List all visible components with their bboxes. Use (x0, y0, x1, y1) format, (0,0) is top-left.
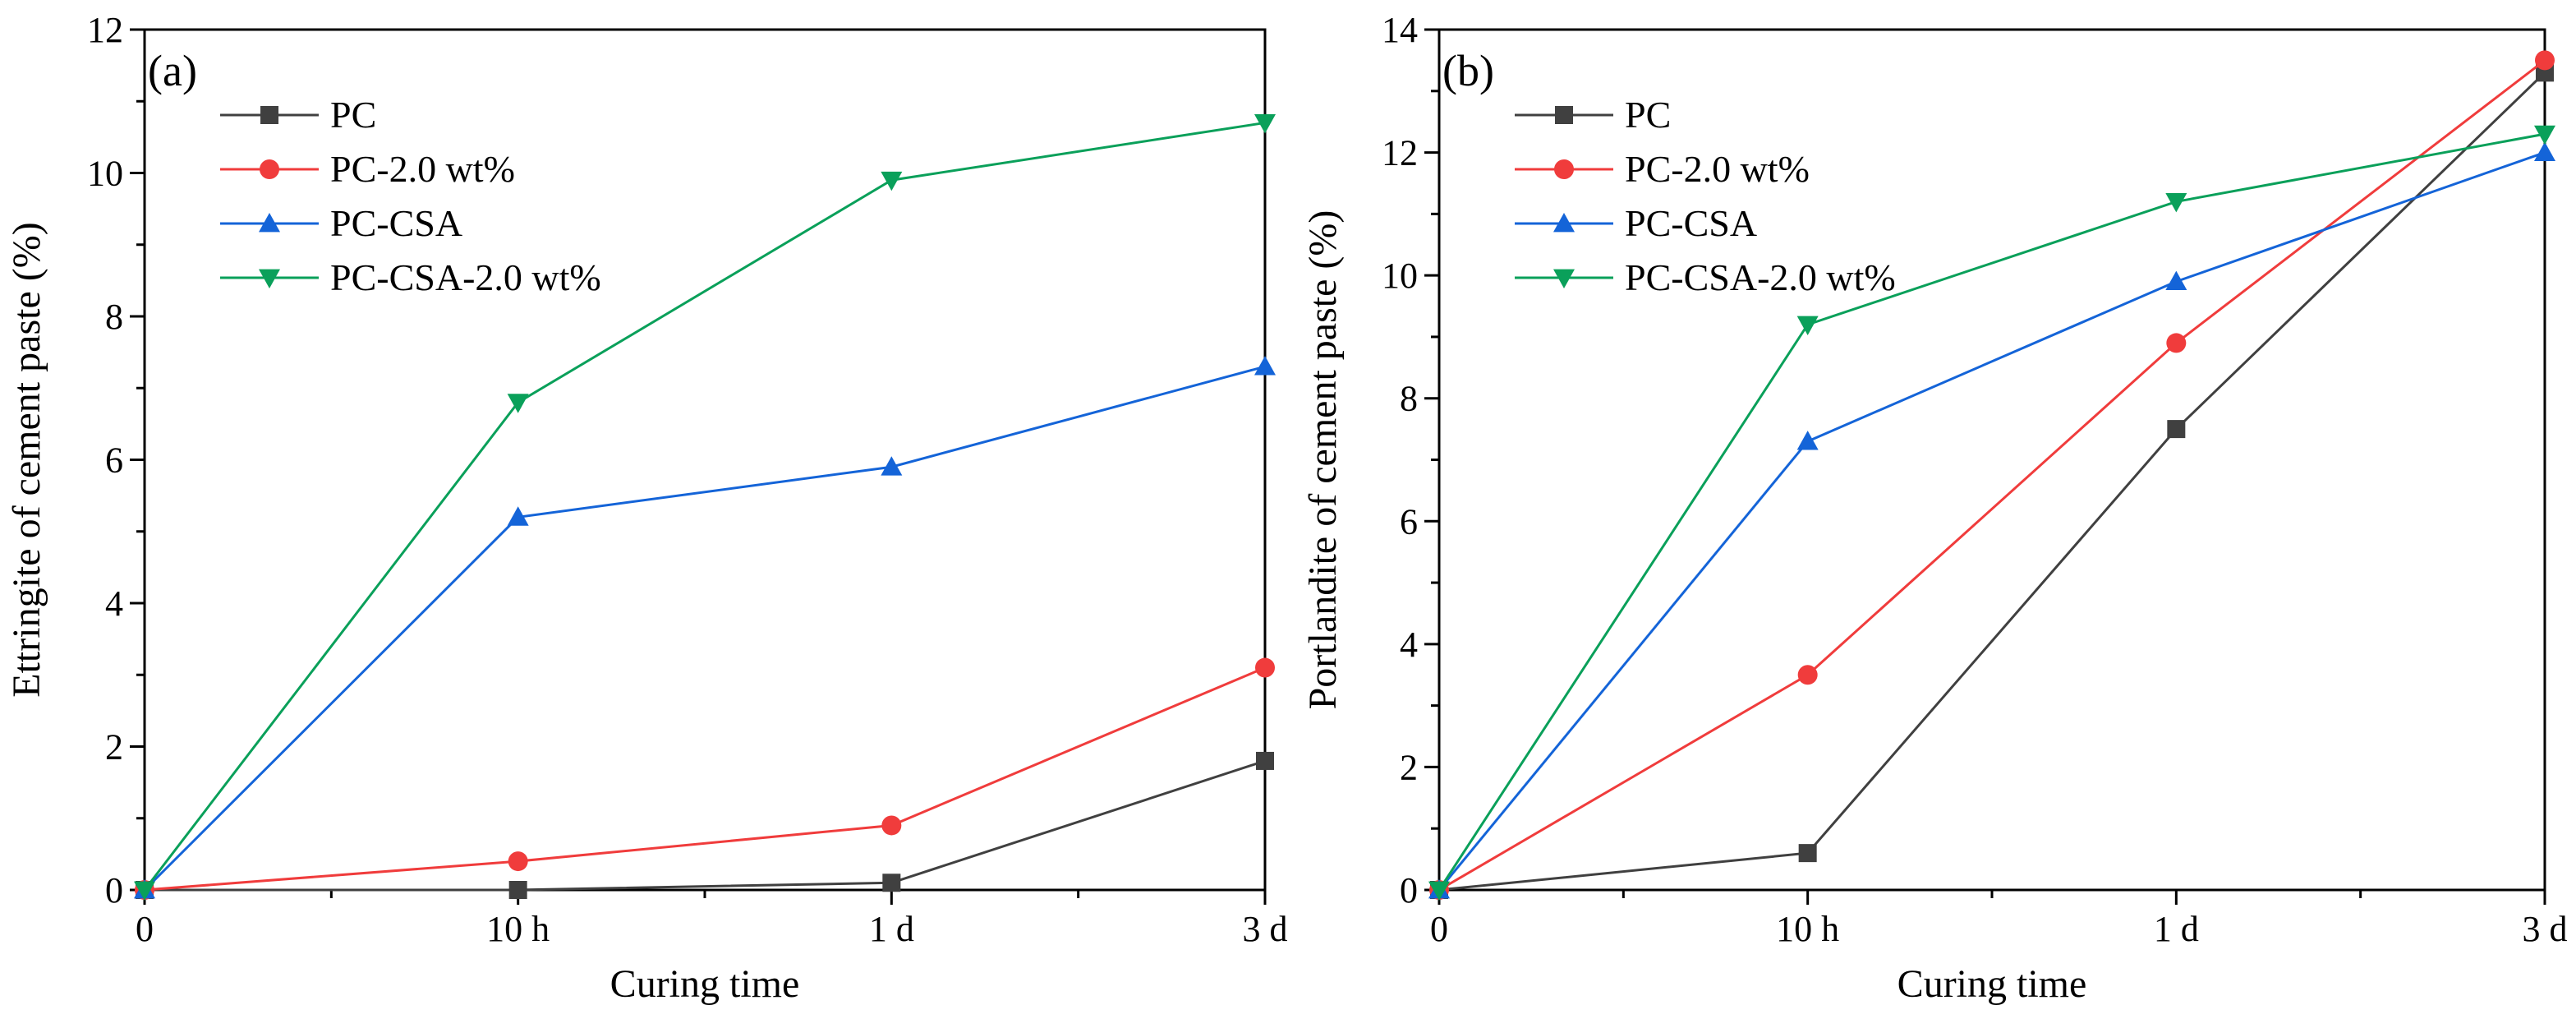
data-point (1254, 356, 1276, 376)
legend-marker (1553, 213, 1575, 233)
legend-marker (260, 106, 278, 124)
y-tick-label: 4 (105, 583, 123, 624)
data-point (881, 456, 903, 476)
series-line-1 (1438, 71, 2546, 892)
y-tick-label: 12 (1382, 133, 1418, 173)
x-tick-label: 1 d (2154, 909, 2199, 949)
data-point (1428, 881, 1450, 901)
data-point (2535, 50, 2555, 71)
data-point (508, 851, 528, 872)
data-point (2165, 193, 2187, 213)
data-point (2166, 333, 2187, 353)
x-tick-label: 1 d (869, 909, 914, 949)
series-line-4 (143, 121, 1266, 891)
y-tick-label: 10 (87, 154, 123, 194)
series-line-1 (145, 759, 1266, 892)
data-point (882, 874, 901, 892)
y-tick-label: 0 (105, 870, 123, 910)
legend-marker (259, 213, 280, 233)
legend-label: PC-2.0 wt% (330, 148, 515, 190)
x-tick-label: 10 h (486, 909, 550, 949)
x-axis-title: Curing time (610, 962, 800, 1006)
x-tick-label: 0 (136, 909, 154, 949)
plot-frame (143, 28, 1267, 892)
data-point (1796, 431, 1819, 450)
y-tick-label: 0 (1400, 870, 1418, 910)
plot-frame (1438, 28, 2546, 892)
x-axis-title: Curing time (1898, 962, 2087, 1006)
y-tick-label: 2 (1400, 747, 1418, 787)
data-point (508, 881, 527, 899)
legend-label: PC-CSA-2.0 wt% (330, 256, 601, 298)
data-point (1798, 844, 1817, 863)
y-tick-label: 8 (105, 297, 123, 337)
legend-marker (260, 159, 279, 179)
data-point (507, 506, 529, 526)
legend-marker (1553, 269, 1575, 288)
data-point (1797, 665, 1818, 685)
y-tick-label: 10 (1382, 256, 1418, 296)
series-line-3 (1438, 151, 2546, 891)
panel-a: 0 2 4 6 8 10 12 0 10 h 1 d 3 d Curing time Ettringit… (5, 10, 1288, 1006)
data-point (881, 171, 903, 191)
series-line-3 (143, 365, 1266, 892)
data-point (2534, 141, 2555, 161)
y-tick-label: 12 (87, 10, 123, 50)
legend-label: PC (330, 94, 376, 136)
legend-label: PC-CSA (330, 202, 462, 244)
y-tick-label: 6 (1400, 501, 1418, 542)
y-tick-label: 2 (105, 727, 123, 768)
y-axis-title: Ettringite of cement paste (%) (5, 222, 48, 697)
x-tick-label: 3 d (1243, 909, 1288, 949)
data-point (2534, 125, 2555, 145)
legend-label: PC-CSA-2.0 wt% (1625, 256, 1896, 298)
x-tick-label: 10 h (1776, 909, 1839, 949)
x-tick-label: 0 (1430, 909, 1448, 949)
data-point (507, 394, 529, 413)
y-tick-label: 8 (1400, 379, 1418, 419)
legend-label: PC-2.0 wt% (1625, 148, 1810, 190)
y-axis-title: Portlandite of cement paste (%) (1301, 210, 1345, 710)
series-line-2 (1438, 59, 2546, 892)
data-point (134, 881, 155, 901)
panel-b: 0 2 4 6 8 10 12 14 0 10 h 1 d 3 d Curing time Portlan… (1301, 10, 2568, 1006)
legend-label: PC-CSA (1625, 202, 1757, 244)
legend-marker (1555, 106, 1573, 124)
data-point (2167, 420, 2186, 439)
legend-marker (259, 269, 280, 288)
data-point (881, 815, 902, 836)
x-tick-label: 3 d (2523, 909, 2568, 949)
y-tick-label: 6 (105, 440, 123, 481)
data-point (1796, 316, 1819, 335)
y-tick-label: 4 (1400, 625, 1418, 665)
data-point (1254, 114, 1276, 134)
panel-label: (a) (148, 46, 197, 95)
series-line-2 (144, 666, 1266, 892)
data-point (2165, 270, 2187, 291)
y-tick-label: 14 (1382, 10, 1418, 50)
legend-label: PC (1625, 94, 1671, 136)
panel-label: (b) (1442, 46, 1494, 95)
data-point (1255, 657, 1275, 678)
series-line-4 (1438, 132, 2546, 891)
data-point (1256, 751, 1274, 770)
legend-marker (1554, 159, 1574, 179)
